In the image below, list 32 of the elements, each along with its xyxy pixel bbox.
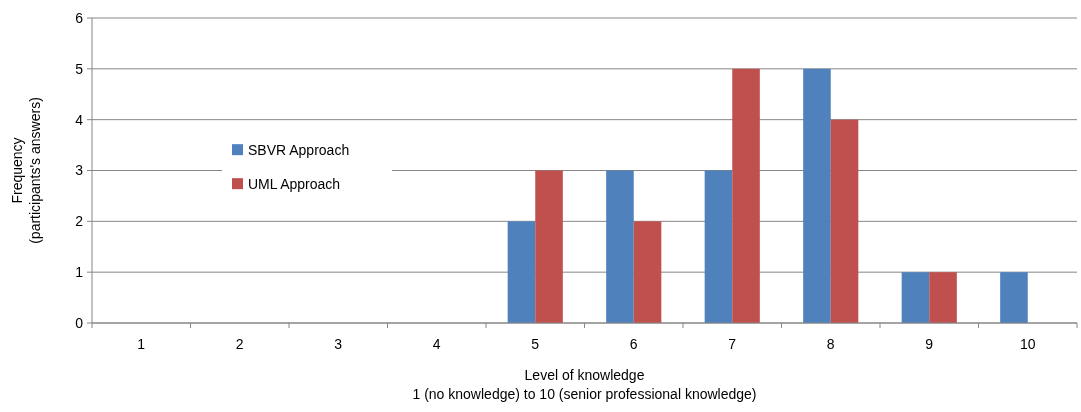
- x-tick-label: 5: [531, 336, 540, 352]
- x-tick-label: 7: [728, 336, 737, 352]
- bar: [606, 170, 634, 323]
- x-tick-label: 3: [334, 336, 343, 352]
- legend-label: SBVR Approach: [248, 142, 350, 159]
- bar: [901, 272, 930, 323]
- x-axis-title: Level of knowledge 1 (no knowledge) to 10 (senior professional knowledge): [412, 367, 757, 402]
- bar: [803, 68, 831, 323]
- y-axis-title: Frequency (participants's answers): [9, 97, 43, 244]
- y-tick-label: 6: [75, 9, 84, 26]
- y-tick-label: 0: [75, 314, 84, 331]
- bar: [507, 221, 536, 323]
- y-tick-label: 2: [75, 213, 84, 230]
- x-tick-label: 2: [235, 336, 244, 352]
- bar: [929, 272, 957, 323]
- y-tick-label: 1: [75, 264, 84, 281]
- x-tick-label: 10: [1019, 336, 1036, 352]
- y-tick-label: 3: [75, 162, 84, 179]
- bar: [1000, 272, 1028, 323]
- bar: [732, 68, 760, 323]
- y-tick-label: 4: [75, 111, 84, 128]
- x-tick-label: 8: [826, 336, 835, 352]
- bar: [830, 119, 859, 323]
- y-tick-label: 5: [75, 60, 84, 77]
- bar: [633, 221, 662, 323]
- x-tick-label: 9: [925, 336, 934, 352]
- bar: [704, 170, 733, 323]
- x-tick-label: 4: [432, 336, 441, 352]
- x-tick-label: 6: [629, 336, 638, 352]
- bar: [535, 170, 563, 323]
- legend-label: UML Approach: [248, 176, 341, 193]
- x-tick-label: 1: [137, 336, 146, 352]
